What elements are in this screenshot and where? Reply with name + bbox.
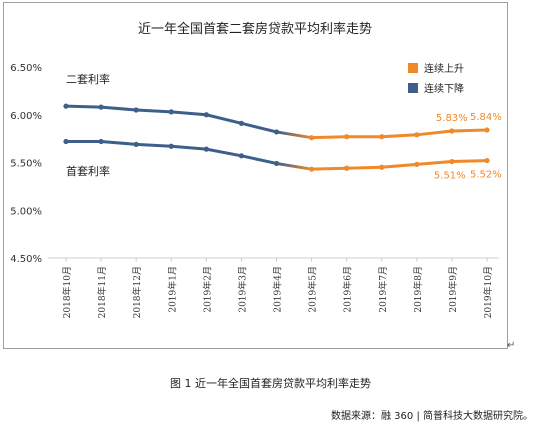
series-line-segment bbox=[134, 108, 173, 114]
series-line-segment bbox=[169, 110, 208, 117]
data-point bbox=[133, 141, 139, 147]
data-point bbox=[133, 107, 139, 113]
chart-title: 近一年全国首套二套房贷款平均利率走势 bbox=[138, 21, 372, 37]
data-point bbox=[273, 160, 280, 167]
x-tick-label: 2019年7月 bbox=[377, 266, 389, 313]
data-label: 5.51% bbox=[434, 171, 466, 182]
series-line-segment bbox=[169, 144, 208, 151]
x-tick-label: 2018年11月 bbox=[96, 266, 108, 318]
data-point bbox=[63, 138, 69, 145]
data-point bbox=[168, 109, 174, 115]
line-chart: 近一年全国首套二套房贷款平均利率走势 4.50% 5.00% 5.50% 6.00% 6… bbox=[10, 21, 502, 318]
data-label: 5.83% bbox=[436, 113, 468, 124]
series-line-segment bbox=[204, 147, 243, 158]
legend-label: 连续下降 bbox=[424, 82, 464, 95]
series-line-segment bbox=[310, 166, 349, 171]
legend-swatch bbox=[408, 63, 418, 73]
y-tick-label: 5.50% bbox=[10, 159, 42, 170]
y-tick-label: 6.00% bbox=[10, 111, 42, 122]
series-line-segment bbox=[204, 113, 243, 125]
x-tick-label: 2019年3月 bbox=[236, 266, 248, 313]
data-point bbox=[449, 128, 455, 134]
data-point bbox=[168, 143, 174, 149]
data-source: 数据来源：融 360 | 简普科技大数据研究院。 bbox=[331, 411, 533, 422]
x-tick-label: 2019年10月 bbox=[482, 266, 494, 318]
data-point bbox=[98, 138, 104, 145]
series-line-segment bbox=[380, 162, 419, 169]
x-tick-label: 2018年12月 bbox=[131, 266, 143, 318]
y-tick-label: 4.50% bbox=[10, 254, 42, 265]
series-line-segment bbox=[275, 130, 314, 140]
series-lines bbox=[64, 104, 489, 171]
legend-swatch bbox=[408, 83, 418, 93]
y-tick-label: 6.50% bbox=[10, 63, 42, 74]
x-tick-label: 2019年9月 bbox=[447, 266, 459, 313]
data-point bbox=[379, 134, 385, 140]
x-tick-label: 2019年8月 bbox=[412, 266, 424, 313]
series-line-segment bbox=[239, 121, 278, 134]
data-point bbox=[308, 135, 315, 141]
x-tick-label: 2019年5月 bbox=[307, 266, 319, 313]
data-point bbox=[98, 104, 104, 110]
data-point bbox=[484, 127, 490, 133]
x-tick-label: 2019年1月 bbox=[166, 266, 178, 313]
y-axis-ticks: 4.50% 5.00% 5.50% 6.00% 6.50% bbox=[10, 63, 42, 265]
series-points bbox=[63, 103, 490, 172]
series-line-segment bbox=[239, 154, 278, 165]
data-labels: 5.83% 5.84% 5.51% 5.52% bbox=[434, 112, 502, 182]
data-point bbox=[203, 112, 209, 118]
data-label: 5.84% bbox=[470, 112, 502, 123]
x-tick-label: 2019年6月 bbox=[342, 266, 354, 313]
data-point bbox=[484, 157, 490, 164]
data-point bbox=[414, 161, 420, 168]
data-label: 5.52% bbox=[470, 170, 502, 181]
series-label-first: 首套利率 bbox=[66, 164, 110, 178]
data-point bbox=[238, 153, 245, 159]
series-line-segment bbox=[99, 139, 138, 146]
series-label-second: 二套利率 bbox=[66, 72, 110, 86]
series-line-segment bbox=[345, 165, 384, 170]
x-tick-label: 2019年2月 bbox=[201, 266, 213, 313]
x-tick-label: 2019年4月 bbox=[272, 266, 284, 313]
data-point bbox=[344, 134, 350, 140]
series-line-segment bbox=[450, 159, 489, 164]
legend-label: 连续上升 bbox=[424, 62, 464, 75]
data-point bbox=[238, 120, 245, 126]
series-line-segment bbox=[99, 105, 138, 112]
data-point bbox=[63, 103, 69, 109]
series-line-segment bbox=[415, 129, 454, 137]
figure-caption: 图 1 近一年全国首套房贷款平均利率走势 bbox=[170, 377, 371, 390]
series-line-segment bbox=[275, 161, 314, 171]
x-tick-label: 2018年10月 bbox=[61, 266, 73, 318]
series-line-segment bbox=[415, 160, 454, 166]
data-point bbox=[273, 129, 280, 135]
return-mark: ↵ bbox=[507, 340, 516, 351]
series-line-segment bbox=[310, 135, 349, 140]
series-line-segment bbox=[380, 133, 419, 139]
series-line-segment bbox=[450, 128, 489, 133]
data-point bbox=[414, 132, 420, 138]
series-line-segment bbox=[134, 142, 173, 148]
chart-frame: 近一年全国首套二套房贷款平均利率走势 4.50% 5.00% 5.50% 6.00% 6… bbox=[3, 2, 508, 349]
data-point bbox=[449, 158, 455, 165]
data-point bbox=[344, 165, 350, 171]
data-point bbox=[203, 146, 209, 152]
data-point bbox=[308, 166, 315, 172]
x-axis-ticks: 2018年10月 2018年11月 2018年12月 2019年1月 2019年2月 20… bbox=[61, 258, 494, 318]
data-point bbox=[379, 164, 385, 170]
series-line-segment bbox=[64, 104, 103, 109]
y-tick-label: 5.00% bbox=[10, 206, 42, 217]
